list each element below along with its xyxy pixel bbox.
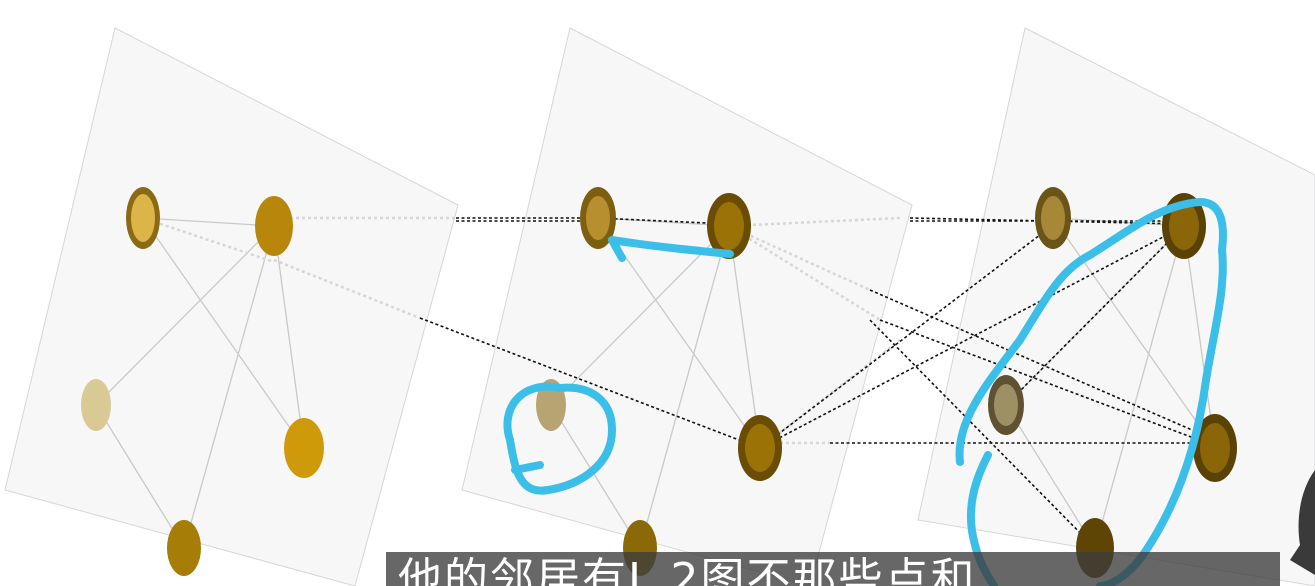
circle-annotation bbox=[503, 382, 616, 495]
node bbox=[81, 379, 111, 431]
cross-edge bbox=[869, 319, 1096, 549]
layer-panel-1 bbox=[4, 27, 459, 586]
node bbox=[586, 196, 610, 240]
cross-edge bbox=[1005, 225, 1185, 406]
edge-shadow-shape bbox=[1290, 470, 1315, 575]
faint-cross-edges bbox=[142, 216, 901, 449]
edge-p1 bbox=[183, 225, 275, 549]
faint-edge bbox=[273, 258, 421, 320]
edge-p3 bbox=[1005, 404, 1096, 549]
edge-p1 bbox=[142, 217, 305, 449]
faint-edge bbox=[142, 216, 275, 264]
edge-p2 bbox=[728, 225, 761, 449]
cross-edge bbox=[879, 319, 1216, 447]
cross-edge bbox=[419, 317, 761, 449]
subtitle-text: 他的邻居有L 2图不那些点和 bbox=[398, 554, 977, 586]
edge-p2 bbox=[550, 225, 730, 406]
node bbox=[284, 418, 324, 478]
node bbox=[1169, 202, 1199, 250]
node bbox=[1200, 423, 1230, 473]
edge-p1 bbox=[95, 404, 185, 549]
subtitle-bar: 他的邻居有L 2图不那些点和 bbox=[386, 552, 1280, 586]
node bbox=[994, 384, 1018, 426]
edge-p3 bbox=[1183, 225, 1216, 449]
node bbox=[167, 520, 201, 576]
node bbox=[745, 424, 775, 472]
underline-annotation bbox=[608, 236, 734, 262]
node bbox=[714, 202, 744, 250]
node bbox=[255, 196, 293, 256]
edge-p2 bbox=[639, 225, 730, 549]
edge-p2 bbox=[550, 404, 641, 549]
edge-p1 bbox=[142, 217, 275, 227]
node bbox=[1041, 196, 1065, 240]
cross-edge bbox=[759, 224, 1054, 449]
edge-p3 bbox=[1094, 225, 1185, 549]
cross-edge bbox=[869, 289, 1216, 441]
graph-nodes bbox=[81, 187, 1237, 578]
edge-p1 bbox=[273, 225, 305, 449]
faint-edge bbox=[728, 224, 871, 292]
cross-edge bbox=[759, 225, 1185, 449]
layer-panel-2 bbox=[461, 27, 913, 586]
node bbox=[131, 194, 155, 242]
node bbox=[536, 379, 566, 431]
annotation-strokes bbox=[503, 198, 1227, 586]
edge-p1 bbox=[95, 225, 275, 406]
layer-panel-3 bbox=[917, 27, 1315, 586]
faint-edge bbox=[728, 216, 901, 228]
